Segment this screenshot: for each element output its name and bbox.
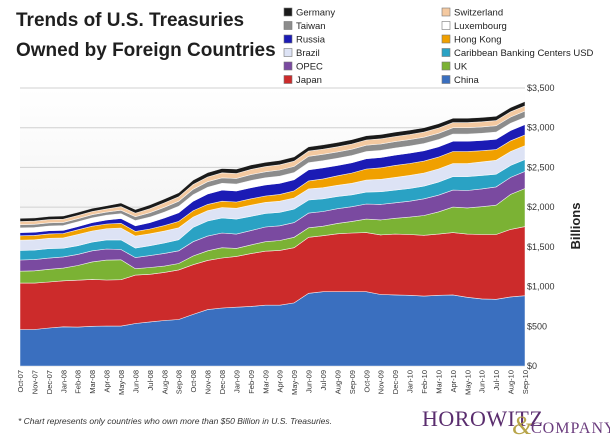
x-tick-label: Oct-08	[189, 370, 198, 393]
y-axis: $0 $500 $1,000 $1,500 $2,000 $2,500 $3,000 $3,5…	[527, 83, 555, 371]
x-tick-label: Jul-08	[146, 370, 155, 390]
legend-swatch	[283, 7, 293, 17]
legend-label: OPEC	[296, 62, 323, 73]
legend-swatch	[441, 61, 451, 71]
x-tick-label: Mar-09	[261, 370, 270, 394]
legend-label: Germany	[296, 8, 335, 19]
legend-label: Hong Kong	[454, 35, 502, 46]
x-tick-label: Jan-10	[406, 370, 415, 393]
x-tick-label: Feb-08	[74, 370, 83, 394]
y-tick-label: $0	[527, 361, 537, 371]
x-tick-label: May-10	[463, 370, 472, 395]
legend-swatch	[283, 75, 293, 84]
y-tick-label: $2,500	[527, 162, 555, 172]
legend-label: Switzerland	[454, 8, 503, 19]
x-tick-label: Aug-10	[507, 370, 516, 394]
x-tick-label: Aug-08	[160, 370, 169, 394]
legend-label: Luxembourg	[454, 21, 507, 32]
x-tick-label: Aug-09	[333, 370, 342, 394]
y-tick-label: $2,000	[527, 202, 555, 212]
legend-swatch	[283, 21, 293, 30]
y-tick-label: $500	[527, 321, 547, 331]
legend-label: Taiwan	[296, 21, 326, 32]
x-tick-label: Nov-08	[204, 370, 213, 394]
x-tick-label: Mar-10	[434, 370, 443, 394]
legend-swatch	[283, 61, 293, 71]
brand-name: HOROWITZ	[422, 406, 543, 431]
x-tick-label: Jan-08	[59, 370, 68, 393]
y-tick-label: $3,500	[527, 83, 555, 93]
x-tick-label: Dec-08	[218, 370, 227, 394]
x-tick-label: Jun-10	[478, 370, 487, 393]
legend-swatch	[441, 34, 451, 44]
legend-label: Japan	[296, 75, 322, 86]
x-tick-label: Jan-09	[232, 370, 241, 393]
legend-swatch	[283, 34, 293, 44]
legend-swatch	[441, 21, 451, 30]
legend-swatch	[441, 48, 451, 57]
x-tick-label: May-09	[290, 370, 299, 395]
x-tick-label: Dec-09	[391, 370, 400, 394]
brand-company: COMPANY	[531, 420, 610, 437]
y-tick-label: $1,500	[527, 242, 555, 252]
x-tick-label: Sep-08	[175, 370, 184, 394]
x-tick-label: Mar-08	[88, 370, 97, 394]
chart-title-line1: Trends of U.S. Treasuries	[16, 10, 244, 31]
legend-swatch	[283, 48, 293, 57]
legend-label: UK	[454, 62, 468, 73]
legend-label: Brazil	[296, 48, 320, 59]
x-tick-label: Feb-09	[247, 370, 256, 394]
brand-ampersand: &	[512, 411, 533, 440]
legend-label: China	[454, 75, 480, 86]
y-tick-label: $1,000	[527, 282, 555, 292]
x-tick-label: Dec-07	[45, 370, 54, 394]
x-tick-label: Sep-10	[521, 370, 530, 394]
footnote: * Chart represents only countries who ow…	[18, 416, 332, 426]
legend-label: Caribbean Banking Centers USD	[454, 48, 594, 59]
legend: Germany Switzerland Taiwan Luxembourg Russia…	[283, 7, 594, 86]
x-tick-label: Feb-10	[420, 370, 429, 394]
area-germany	[19, 101, 526, 222]
legend-swatch	[441, 75, 451, 84]
stacked-areas	[19, 101, 526, 367]
legend-label: Russia	[296, 35, 326, 46]
chart-title-line2: Owned by Foreign Countries	[16, 40, 276, 61]
x-tick-label: Sep-09	[348, 370, 357, 394]
y-axis-label: Billions	[568, 203, 583, 250]
x-tick-label: Oct-07	[16, 370, 25, 393]
x-tick-label: Nov-07	[30, 370, 39, 394]
x-tick-label: Oct-09	[362, 370, 371, 393]
x-tick-label: Jul-09	[319, 370, 328, 390]
x-tick-label: Apr-09	[276, 370, 285, 393]
x-tick-label: Nov-09	[377, 370, 386, 394]
x-axis: Oct-07 Nov-07 Dec-07 Jan-08 Feb-08 Mar-08 Apr-…	[16, 370, 530, 395]
brand-logo: HOROWITZ & COMPANY	[422, 406, 610, 440]
x-tick-label: Jul-10	[492, 370, 501, 390]
y-tick-label: $3,000	[527, 123, 555, 133]
x-tick-label: Apr-10	[449, 370, 458, 393]
x-tick-label: Apr-08	[103, 370, 112, 393]
x-tick-label: Jun-09	[305, 370, 314, 393]
legend-swatch	[441, 7, 451, 17]
x-tick-label: Jun-08	[131, 370, 140, 393]
x-tick-label: May-08	[117, 370, 126, 395]
